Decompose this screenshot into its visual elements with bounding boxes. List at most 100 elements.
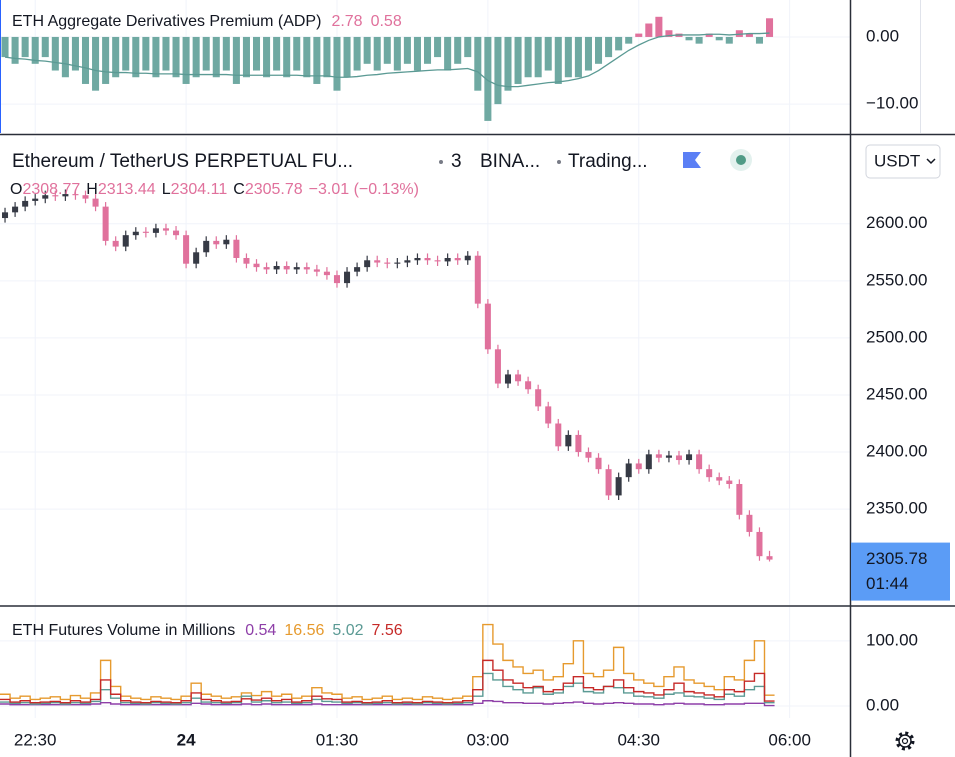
candle-body [706, 469, 713, 478]
histogram-bar [474, 36, 482, 91]
gear-body [898, 734, 912, 748]
histogram-bar [242, 36, 250, 78]
candle-body [474, 255, 481, 304]
ohlc-label: C [233, 181, 245, 198]
last-price: 2305.78 [866, 549, 927, 568]
candle-body [515, 374, 522, 382]
volume-value: 7.56 [372, 622, 403, 639]
histogram-bar [554, 36, 562, 84]
histogram-bar [504, 36, 512, 91]
histogram-bar [92, 36, 100, 91]
candle-body [132, 231, 139, 236]
volume-legend: ETH Futures Volume in Millions 0.54 16.56 5… [12, 622, 403, 639]
symbol-title: Ethereum / TetherUS PERPETUAL FU... [12, 151, 353, 172]
candle-body [142, 231, 149, 233]
exchange: BINA... [480, 151, 540, 172]
candle-body [645, 454, 652, 470]
candle-body [374, 260, 381, 263]
adp-title: ETH Aggregate Derivatives Premium (ADP) [12, 13, 321, 30]
x-tick-label: 22:30 [14, 730, 57, 749]
candle-body [565, 434, 572, 447]
histogram-bar [393, 36, 401, 71]
histogram-bar [172, 36, 180, 78]
x-tick-label: 01:30 [316, 730, 359, 749]
histogram-bar [323, 36, 331, 78]
settings-gear[interactable] [895, 731, 915, 751]
candle-body [665, 455, 672, 458]
candle-body [394, 262, 401, 264]
volume-line [0, 672, 775, 705]
candle-body [434, 260, 441, 262]
candle-body [12, 206, 19, 213]
histogram-bar [293, 36, 301, 71]
candle-body [22, 200, 29, 207]
separator-dot [439, 160, 443, 164]
histogram-bar [333, 36, 341, 91]
histogram-bar [454, 36, 462, 64]
candle-body [716, 477, 723, 481]
histogram-bar [494, 36, 502, 105]
candle-body [494, 349, 501, 384]
candle-body [323, 271, 330, 276]
histogram-bar [11, 36, 19, 64]
histogram-bar [574, 36, 582, 78]
histogram-bar [102, 36, 110, 84]
candle-body [354, 267, 361, 272]
y-tick-label: 2400.00 [866, 442, 927, 461]
candle-body [635, 463, 642, 470]
candle-body [82, 195, 89, 199]
ohlc-value: 2313.44 [98, 181, 156, 198]
histogram-bar [564, 36, 572, 78]
candle-body [223, 239, 230, 245]
interval: 3 [451, 151, 462, 172]
candle-body [746, 514, 753, 532]
histogram-bar [132, 36, 140, 78]
candle-body [444, 257, 451, 262]
histogram-bar [695, 36, 703, 44]
histogram-bar [755, 36, 763, 44]
histogram-bar [745, 33, 753, 37]
indicator-line [4, 32, 770, 88]
candle-body [152, 228, 159, 233]
histogram-bar [1, 36, 9, 58]
gear-teeth [895, 731, 915, 751]
histogram-bar [685, 36, 693, 41]
candle-body [173, 230, 180, 236]
flag-icon[interactable] [683, 152, 701, 168]
histogram-bar [615, 36, 623, 51]
candle-body [414, 257, 421, 261]
candle-body [313, 269, 320, 272]
candle-body [756, 531, 763, 557]
candle-body [283, 265, 290, 270]
source: Trading... [568, 151, 648, 172]
histogram-bar [51, 36, 59, 71]
currency-button[interactable] [865, 144, 941, 179]
candle-body [243, 257, 250, 264]
histogram-bar [444, 36, 452, 71]
adp-legend: ETH Aggregate Derivatives Premium (ADP) 2… [12, 13, 402, 30]
histogram-bar [81, 36, 90, 84]
volume-value: 16.56 [284, 622, 324, 639]
candle-body [464, 255, 471, 261]
candle-body [535, 389, 542, 407]
candle-body [424, 257, 431, 261]
histogram-bar [655, 16, 663, 37]
candle-body [686, 454, 693, 461]
candle-body [2, 212, 9, 219]
histogram-bar [645, 23, 653, 37]
marks [0, 16, 775, 707]
ohlc-value: 2305.78 [245, 181, 303, 198]
candle-body [303, 267, 310, 270]
candle-body [72, 194, 79, 196]
y-tick-label: 100.00 [866, 630, 918, 649]
histogram-bar [403, 36, 411, 64]
candle-body [404, 260, 411, 263]
histogram-bar [524, 36, 532, 78]
volume-value: 5.02 [332, 622, 363, 639]
histogram-bar [715, 36, 723, 41]
candle-body [162, 228, 169, 231]
y-tick-label: −10.00 [866, 94, 918, 113]
histogram-bar [61, 36, 69, 78]
candle-body [766, 556, 773, 560]
y-tick-label: 2350.00 [866, 499, 927, 518]
